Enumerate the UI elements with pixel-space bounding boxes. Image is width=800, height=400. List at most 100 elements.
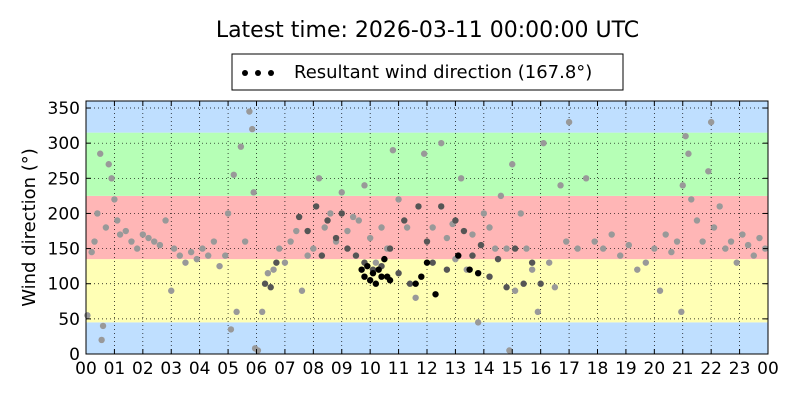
data-point — [545, 259, 553, 266]
data-point — [151, 238, 158, 245]
axis-ticks: 00 01 02 03 04 05 06 07 08 09 10 11 12 13 14 15 16 17 18 19… — [48, 99, 779, 379]
background-bands — [86, 101, 768, 354]
data-point — [617, 252, 624, 259]
data-point — [332, 234, 340, 242]
data-point — [94, 210, 101, 217]
data-point — [230, 171, 237, 178]
data-point — [744, 241, 752, 249]
data-point — [315, 175, 323, 182]
data-point — [258, 308, 266, 316]
data-point — [582, 175, 590, 182]
x-tick-label: 11 — [388, 359, 410, 379]
data-point — [249, 125, 256, 133]
data-point — [364, 262, 371, 270]
data-point — [415, 203, 422, 210]
data-point — [349, 213, 357, 221]
data-point — [520, 280, 527, 287]
y-tick-label: 0 — [69, 345, 80, 365]
data-point — [565, 118, 573, 126]
data-point — [84, 312, 91, 319]
data-point — [298, 287, 306, 294]
x-tick-label: 20 — [644, 359, 666, 379]
x-tick-label: 18 — [587, 359, 609, 379]
data-point — [438, 203, 445, 210]
y-axis-label: Wind direction (°) — [19, 148, 40, 307]
data-point — [168, 287, 175, 294]
data-point — [678, 308, 685, 316]
data-point — [656, 287, 664, 294]
data-point — [381, 255, 388, 263]
data-point — [739, 231, 746, 238]
data-point — [509, 161, 516, 168]
data-point — [156, 241, 164, 249]
data-point — [707, 118, 715, 126]
data-point — [395, 269, 402, 277]
data-point — [108, 175, 115, 182]
data-point — [241, 238, 249, 245]
x-tick-label: 16 — [530, 359, 552, 379]
data-point — [293, 227, 300, 235]
x-tick-label: 02 — [132, 359, 154, 379]
data-point — [378, 273, 385, 280]
data-point — [710, 224, 718, 231]
data-point — [528, 266, 536, 273]
x-tick-label: 00 — [75, 359, 97, 379]
data-point — [534, 308, 542, 316]
data-point — [503, 284, 510, 291]
data-point — [338, 189, 345, 196]
data-point — [321, 224, 328, 231]
data-point — [366, 234, 374, 242]
data-point — [432, 291, 439, 298]
data-point — [452, 217, 459, 224]
y-tick-label: 250 — [48, 169, 80, 189]
data-point — [406, 280, 414, 287]
data-point — [352, 252, 360, 259]
data-point — [111, 196, 118, 203]
data-point — [506, 347, 513, 354]
data-point — [233, 308, 240, 316]
data-point — [372, 280, 380, 287]
y-tick-label: 150 — [48, 240, 80, 260]
data-point — [492, 245, 499, 252]
data-point — [91, 238, 98, 245]
data-point — [204, 252, 212, 259]
data-point — [517, 210, 524, 217]
x-tick-label: 07 — [274, 359, 296, 379]
data-point — [361, 273, 368, 280]
data-point — [145, 234, 152, 242]
data-point — [682, 132, 689, 140]
data-point — [420, 150, 428, 157]
data-point — [693, 217, 701, 224]
x-tick-label: 21 — [672, 359, 694, 379]
x-tick-label: 17 — [558, 359, 580, 379]
data-point — [98, 336, 105, 344]
data-point — [375, 266, 382, 273]
data-point — [187, 248, 195, 256]
data-point — [162, 217, 169, 224]
data-point — [216, 262, 223, 270]
data-point — [116, 231, 124, 238]
data-point — [401, 217, 408, 224]
data-point — [366, 277, 374, 284]
data-point — [122, 227, 129, 235]
data-point — [114, 217, 121, 224]
band-0 — [86, 322, 768, 354]
x-tick-label: 00 — [757, 359, 779, 379]
y-tick-label: 200 — [48, 204, 80, 224]
data-point — [557, 182, 564, 189]
data-point — [193, 255, 201, 263]
band-4 — [86, 101, 768, 133]
legend-marker-dot-3 — [268, 70, 274, 76]
x-tick-label: 22 — [700, 359, 722, 379]
data-point — [344, 227, 351, 235]
data-point — [270, 266, 277, 273]
data-point — [304, 227, 311, 235]
data-point — [355, 217, 362, 224]
data-point — [412, 280, 419, 287]
data-point — [227, 326, 235, 333]
data-point — [750, 252, 757, 259]
data-point — [480, 210, 488, 217]
data-point — [625, 241, 632, 249]
data-point — [733, 259, 740, 266]
data-point — [457, 175, 465, 182]
